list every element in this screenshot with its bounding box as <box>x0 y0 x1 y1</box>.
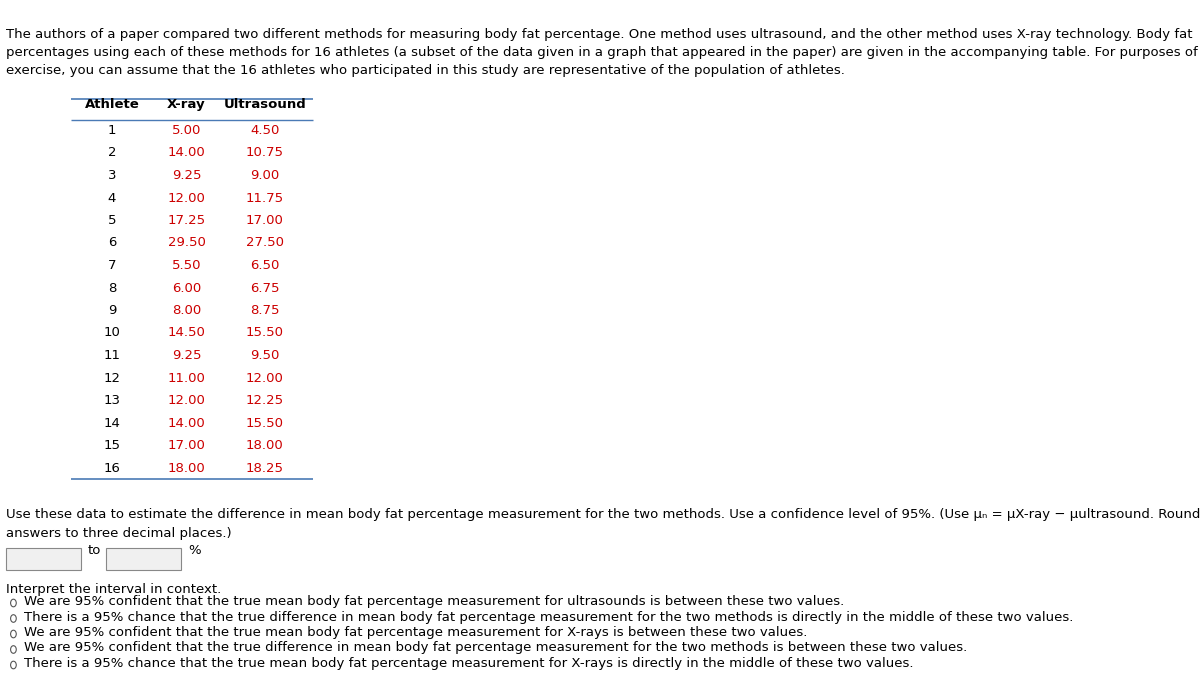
Text: 9: 9 <box>108 304 116 317</box>
Text: 9.50: 9.50 <box>250 349 280 362</box>
Text: 8.75: 8.75 <box>250 304 280 317</box>
Text: Ultrasound: Ultrasound <box>223 98 306 111</box>
Text: 5.50: 5.50 <box>172 259 202 272</box>
Text: 15.50: 15.50 <box>246 417 284 430</box>
Text: 5.00: 5.00 <box>172 124 202 137</box>
Text: Use these data to estimate the difference in mean body fat percentage measuremen: Use these data to estimate the differenc… <box>6 508 1200 521</box>
Text: 4.50: 4.50 <box>250 124 280 137</box>
Text: 14.00: 14.00 <box>168 417 205 430</box>
Text: X-ray: X-ray <box>167 98 206 111</box>
FancyBboxPatch shape <box>106 548 180 570</box>
Text: 15: 15 <box>103 439 120 452</box>
Text: There is a 95% chance that the true mean body fat percentage measurement for X-r: There is a 95% chance that the true mean… <box>24 657 913 670</box>
Text: 13: 13 <box>103 394 120 407</box>
Text: 14: 14 <box>103 417 120 430</box>
Text: 10.75: 10.75 <box>246 146 284 160</box>
Text: There is a 95% chance that the true difference in mean body fat percentage measu: There is a 95% chance that the true diff… <box>24 611 1073 624</box>
Text: Athlete: Athlete <box>84 98 139 111</box>
Text: exercise, you can assume that the 16 athletes who participated in this study are: exercise, you can assume that the 16 ath… <box>6 64 845 77</box>
Text: 6.50: 6.50 <box>250 259 280 272</box>
Text: 10: 10 <box>103 326 120 339</box>
Text: to: to <box>88 544 102 557</box>
Text: Interpret the interval in context.: Interpret the interval in context. <box>6 583 221 596</box>
Text: 17.00: 17.00 <box>168 439 205 452</box>
Text: 18.00: 18.00 <box>168 462 205 475</box>
Text: 9.25: 9.25 <box>172 169 202 182</box>
Text: 18.00: 18.00 <box>246 439 283 452</box>
Text: 12.00: 12.00 <box>168 191 205 204</box>
Text: 2: 2 <box>108 146 116 160</box>
Text: 9.25: 9.25 <box>172 349 202 362</box>
Text: 29.50: 29.50 <box>168 236 205 249</box>
Text: percentages using each of these methods for 16 athletes (a subset of the data gi: percentages using each of these methods … <box>6 46 1200 59</box>
Text: 17.00: 17.00 <box>246 214 283 227</box>
Text: We are 95% confident that the true mean body fat percentage measurement for X-ra: We are 95% confident that the true mean … <box>24 626 808 639</box>
Text: answers to three decimal places.): answers to three decimal places.) <box>6 527 232 540</box>
Text: %: % <box>188 544 200 557</box>
Text: 1: 1 <box>108 124 116 137</box>
Text: 15.50: 15.50 <box>246 326 284 339</box>
Text: 7: 7 <box>108 259 116 272</box>
Text: 8: 8 <box>108 281 116 294</box>
Text: 11.00: 11.00 <box>168 372 205 385</box>
Text: 27.50: 27.50 <box>246 236 284 249</box>
Text: 3: 3 <box>108 169 116 182</box>
Text: 16: 16 <box>103 462 120 475</box>
Text: 6.75: 6.75 <box>250 281 280 294</box>
Text: 12: 12 <box>103 372 120 385</box>
Text: 9.00: 9.00 <box>250 169 280 182</box>
Text: 18.25: 18.25 <box>246 462 284 475</box>
Text: 12.00: 12.00 <box>168 394 205 407</box>
Text: 14.50: 14.50 <box>168 326 205 339</box>
Text: 11.75: 11.75 <box>246 191 284 204</box>
Text: 12.00: 12.00 <box>246 372 283 385</box>
Text: 14.00: 14.00 <box>168 146 205 160</box>
Text: 8.00: 8.00 <box>172 304 202 317</box>
Text: 17.25: 17.25 <box>168 214 205 227</box>
Text: We are 95% confident that the true difference in mean body fat percentage measur: We are 95% confident that the true diffe… <box>24 641 967 654</box>
Text: 6.00: 6.00 <box>172 281 202 294</box>
Text: 6: 6 <box>108 236 116 249</box>
Text: 5: 5 <box>108 214 116 227</box>
Text: We are 95% confident that the true mean body fat percentage measurement for ultr: We are 95% confident that the true mean … <box>24 595 844 608</box>
Text: 12.25: 12.25 <box>246 394 284 407</box>
FancyBboxPatch shape <box>6 548 80 570</box>
Text: 4: 4 <box>108 191 116 204</box>
Text: 11: 11 <box>103 349 120 362</box>
Text: The authors of a paper compared two different methods for measuring body fat per: The authors of a paper compared two diff… <box>6 28 1193 41</box>
